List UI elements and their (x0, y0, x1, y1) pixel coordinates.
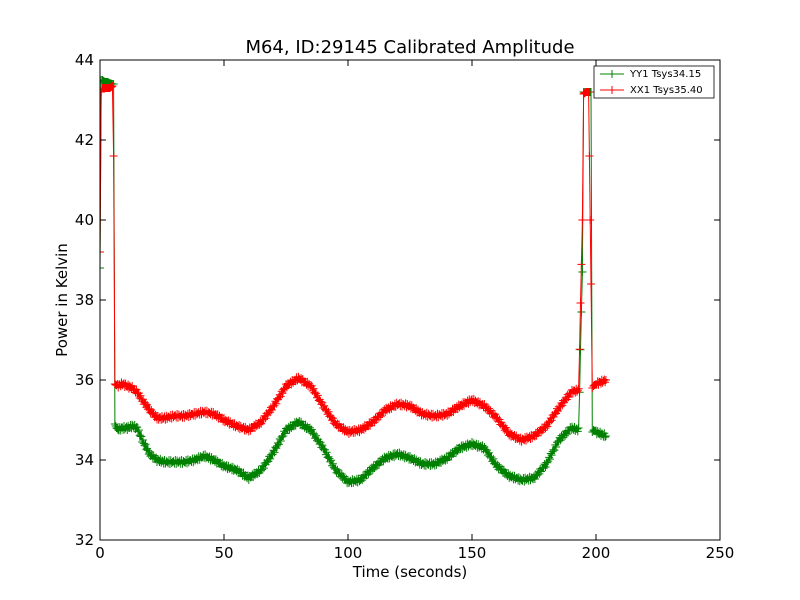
series-xx1-markers (100, 82, 610, 446)
x-tick-label: 50 (214, 544, 233, 562)
y-tick-label: 42 (75, 131, 94, 149)
series-layer (100, 76, 610, 488)
y-tick-label: 38 (75, 291, 94, 309)
chart-title: M64, ID:29145 Calibrated Amplitude (245, 37, 574, 58)
legend-label-xx1: XX1 Tsys35.40 (630, 85, 703, 96)
x-axis-title: Time (seconds) (352, 563, 468, 581)
y-tick-label: 44 (75, 51, 94, 69)
x-tick-label: 200 (582, 544, 611, 562)
legend-label-yy1: YY1 Tsys34.15 (629, 69, 701, 80)
y-tick-label: 40 (75, 211, 94, 229)
legend-box (593, 65, 715, 99)
y-tick-label: 34 (75, 451, 94, 469)
series-xx1 (100, 82, 610, 446)
y-axis-title: Power in Kelvin (53, 243, 71, 357)
x-tick-label: 150 (458, 544, 487, 562)
x-tick-label: 250 (706, 544, 735, 562)
ticks-layer: 0 50 100 150 200 250 32 34 36 38 40 42 44 (75, 51, 734, 562)
plot-data-area (100, 76, 610, 488)
series-yy1-markers (100, 76, 610, 488)
x-tick-label: 100 (334, 544, 363, 562)
legend-marker-xx1 (608, 86, 616, 94)
legend: YY1 Tsys34.15 XX1 Tsys35.40 (593, 65, 715, 99)
series-yy1 (100, 76, 610, 488)
legend-marker-yy1 (608, 70, 616, 78)
x-tick-label: 0 (95, 544, 105, 562)
plot-frame (99, 59, 721, 541)
y-tick-label: 32 (75, 531, 94, 549)
y-tick-label: 36 (75, 371, 94, 389)
